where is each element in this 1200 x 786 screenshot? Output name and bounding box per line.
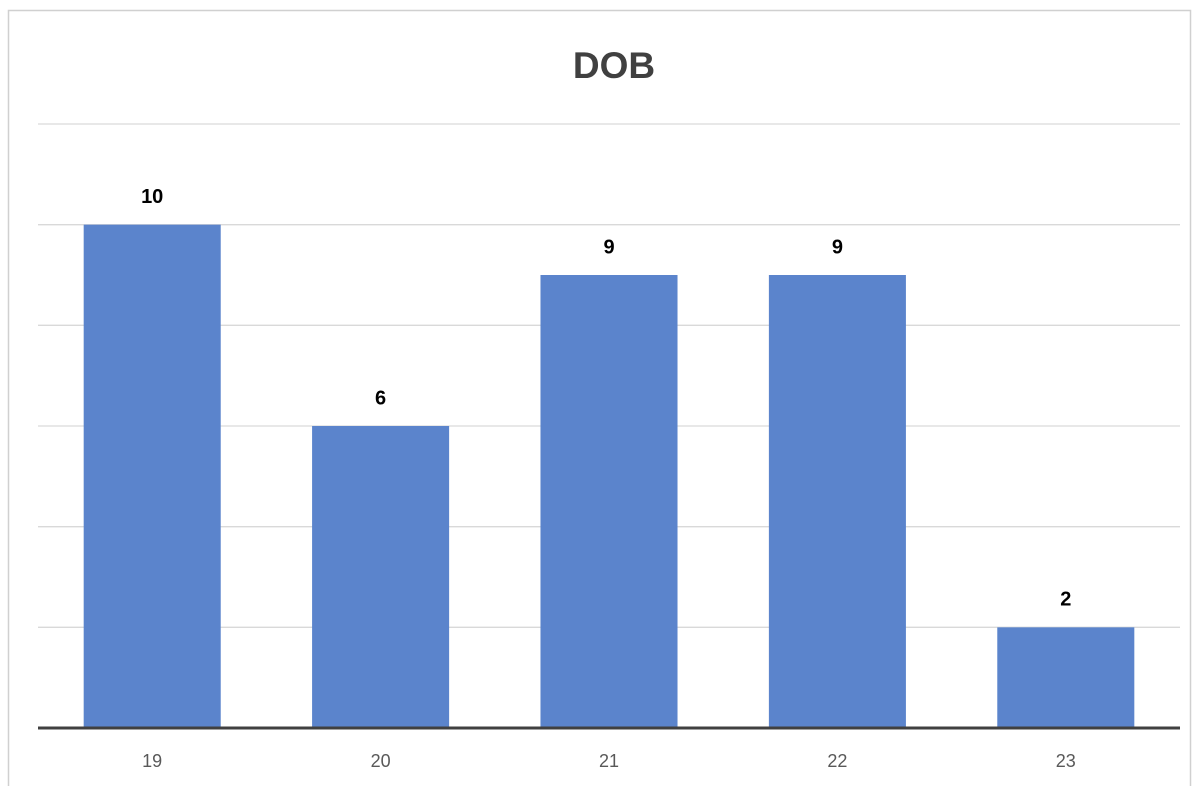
data-label: 9	[603, 236, 614, 258]
x-tick-label: 21	[599, 751, 619, 771]
chart-title: DOB	[573, 45, 655, 86]
data-label: 9	[832, 236, 843, 258]
bar	[540, 275, 678, 728]
data-label: 6	[375, 387, 386, 409]
bar	[768, 275, 906, 728]
bar	[83, 224, 221, 728]
x-tick-label: 22	[827, 751, 847, 771]
x-tick-label: 19	[142, 751, 162, 771]
x-tick-label: 20	[371, 751, 391, 771]
bar	[997, 627, 1135, 728]
x-tick-label: 23	[1056, 751, 1076, 771]
data-label: 10	[141, 186, 163, 208]
bar	[312, 426, 450, 728]
data-label: 2	[1060, 589, 1071, 611]
